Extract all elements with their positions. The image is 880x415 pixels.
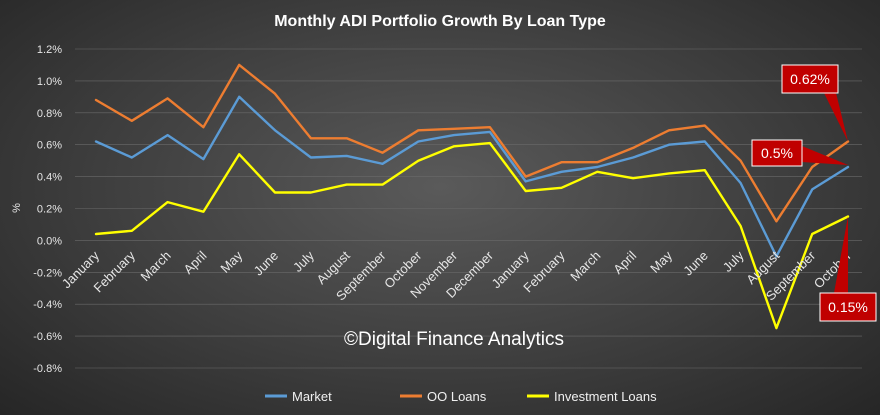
legend-item: Market — [265, 389, 332, 404]
x-tick-label: May — [217, 248, 245, 276]
annotations: 0.62% 0.5% 0.15% — [751, 64, 877, 322]
callout-box — [819, 292, 877, 322]
y-tick-label: -0.2% — [33, 267, 62, 279]
x-tick-label: March — [138, 248, 174, 284]
callout-pointer — [834, 216, 848, 293]
legend-item: OO Loans — [400, 389, 487, 404]
x-tick-label: June — [251, 248, 282, 279]
series-line — [94, 141, 850, 330]
y-tick-label: 1.2% — [37, 44, 62, 56]
x-tick-label: July — [290, 248, 317, 275]
annotation-callout: 0.15% — [819, 216, 877, 322]
callout-pointer — [802, 146, 848, 166]
y-tick-label: 0.0% — [37, 235, 62, 247]
callout-label: 0.5% — [761, 145, 793, 161]
y-tick-label: -0.6% — [33, 331, 62, 343]
legend-label: Market — [292, 389, 332, 404]
series-lines — [94, 63, 850, 330]
legend-label: OO Loans — [427, 389, 487, 404]
x-tick-label: March — [567, 248, 603, 284]
y-tick-label: -0.8% — [33, 363, 62, 375]
y-tick-label: 0.8% — [37, 108, 62, 120]
y-tick-label: 0.4% — [37, 172, 62, 184]
x-tick-label: July — [720, 248, 747, 275]
y-axis-label: % — [11, 203, 23, 213]
watermark-text: ©Digital Finance Analytics — [344, 329, 564, 350]
series-line — [94, 95, 850, 258]
callout-label: 0.62% — [790, 71, 830, 87]
y-tick-label: 0.2% — [37, 204, 62, 216]
annotation-callout: 0.5% — [751, 139, 848, 167]
callout-label: 0.15% — [828, 299, 868, 315]
callout-box — [751, 139, 803, 167]
y-tick-label: 1.0% — [37, 76, 62, 88]
x-tick-label: October — [811, 247, 855, 291]
y-tick-label: 0.6% — [37, 140, 62, 152]
legend-item: Investment Loans — [527, 389, 657, 404]
legend: Market OO Loans Investment Loans — [265, 389, 657, 404]
chart-title: Monthly ADI Portfolio Growth By Loan Typ… — [274, 13, 606, 30]
x-tick-label: May — [647, 248, 675, 276]
y-axis-ticks: 1.2% 1.0% 0.8% 0.6% 0.4% 0.2% 0.0% -0.2% -0.4% -0… — [33, 44, 62, 375]
legend-label: Investment Loans — [554, 389, 657, 404]
y-tick-label: -0.4% — [33, 299, 62, 311]
callout-box — [781, 64, 839, 94]
annotation-callout: 0.62% — [781, 64, 848, 142]
callout-pointer — [824, 93, 848, 142]
series-line — [94, 63, 850, 223]
x-tick-label: June — [680, 248, 711, 279]
